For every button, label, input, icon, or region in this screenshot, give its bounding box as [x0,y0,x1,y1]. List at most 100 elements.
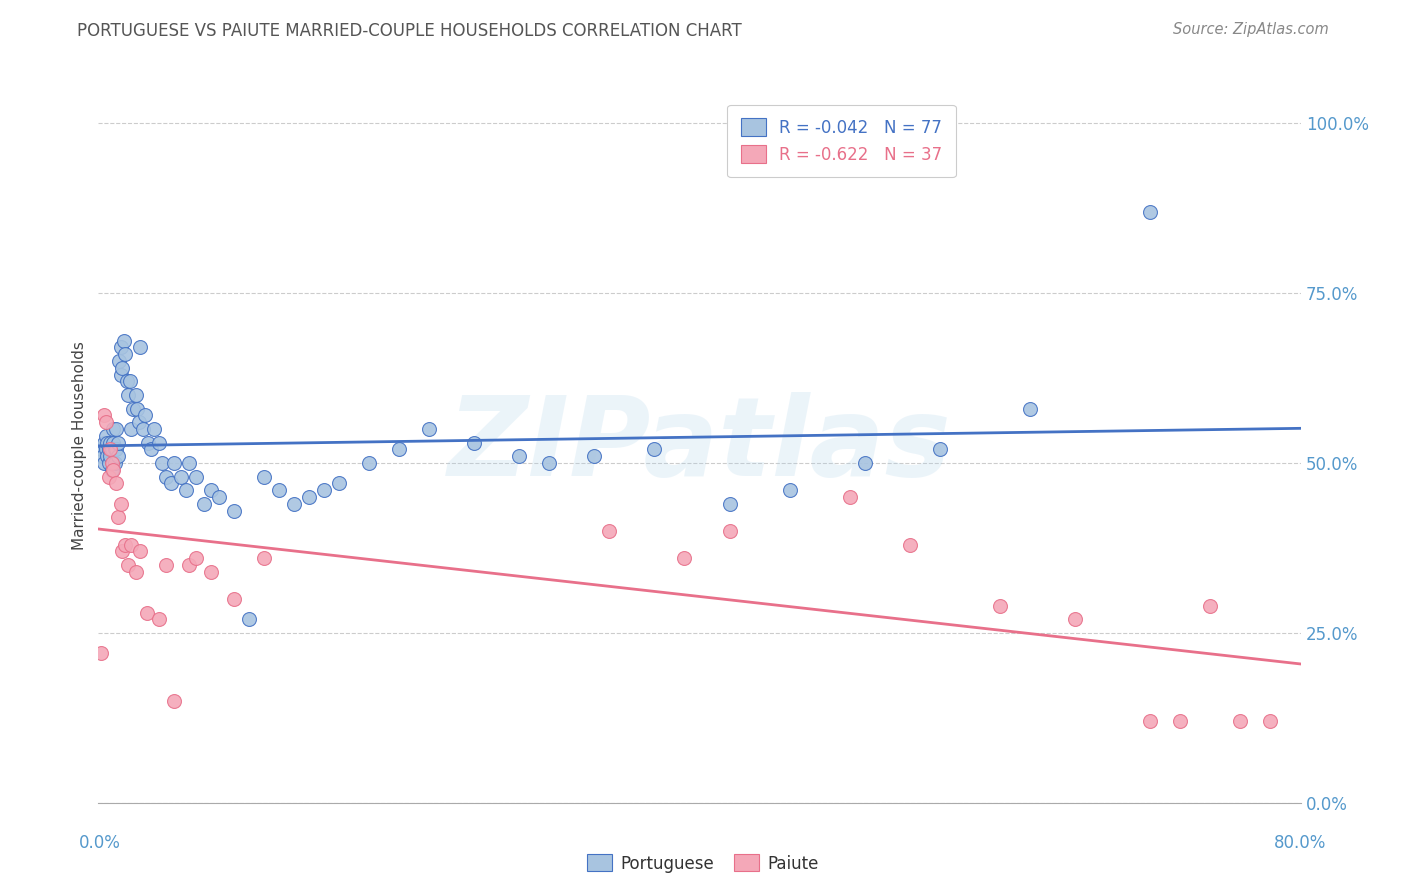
Point [125,565,148,579]
Point [93,456,115,470]
Point [1170,714,1192,729]
Point [94,429,117,443]
Point [111,544,134,558]
Point [107,435,129,450]
Point [1260,714,1282,729]
Point [222,503,245,517]
Point [159,476,181,491]
Point [122,401,145,416]
Point [1019,401,1042,416]
Point [129,544,152,558]
Point [598,524,620,538]
Point [105,442,128,457]
Point [117,558,139,572]
Point [162,694,184,708]
Point [853,456,876,470]
Point [105,476,128,491]
Point [100,449,122,463]
Point [96,435,118,450]
Point [1229,714,1251,729]
Point [93,435,115,450]
Point [184,551,207,566]
Point [298,490,321,504]
Text: PORTUGUESE VS PAIUTE MARRIED-COUPLE HOUSEHOLDS CORRELATION CHART: PORTUGUESE VS PAIUTE MARRIED-COUPLE HOUS… [77,22,742,40]
Point [114,347,136,361]
Point [143,422,166,436]
Text: 0.0%: 0.0% [79,834,121,852]
Point [125,388,148,402]
Point [200,483,222,498]
Point [253,551,276,566]
Point [177,558,200,572]
Point [117,388,139,402]
Legend: Portuguese, Paiute: Portuguese, Paiute [581,847,825,880]
Point [90,646,112,660]
Point [643,442,665,457]
Point [170,469,193,483]
Point [94,442,117,457]
Point [127,401,149,416]
Point [100,442,122,457]
Point [115,375,138,389]
Point [129,341,152,355]
Point [174,483,197,498]
Point [103,456,125,470]
Point [929,442,952,457]
Point [150,456,173,470]
Point [132,422,155,436]
Point [1199,599,1222,613]
Legend: R = -0.042   N = 77, R = -0.622   N = 37: R = -0.042 N = 77, R = -0.622 N = 37 [727,104,956,177]
Point [104,442,127,457]
Point [208,490,231,504]
Point [107,510,129,524]
Point [1139,714,1161,729]
Point [96,449,118,463]
Point [112,334,135,348]
Point [538,456,561,470]
Point [105,422,128,436]
Point [328,476,350,491]
Point [110,368,132,382]
Text: Source: ZipAtlas.com: Source: ZipAtlas.com [1173,22,1329,37]
Point [139,442,162,457]
Point [110,497,132,511]
Point [128,415,150,429]
Point [673,551,696,566]
Point [101,463,124,477]
Point [111,360,134,375]
Point [97,456,120,470]
Point [184,469,207,483]
Point [155,469,177,483]
Point [90,442,112,457]
Point [222,591,245,606]
Point [107,449,129,463]
Y-axis label: Married-couple Households: Married-couple Households [72,342,87,550]
Point [110,341,132,355]
Point [103,435,125,450]
Point [104,456,127,470]
Point [94,415,117,429]
Point [1139,204,1161,219]
Point [1064,612,1087,626]
Point [838,490,860,504]
Point [136,435,159,450]
Point [283,497,305,511]
Point [155,558,177,572]
Point [988,599,1011,613]
Point [779,483,801,498]
Point [93,409,115,423]
Point [253,469,276,483]
Point [135,606,157,620]
Point [200,565,222,579]
Point [91,449,114,463]
Point [357,456,380,470]
Point [418,422,440,436]
Point [97,469,120,483]
Point [267,483,290,498]
Text: 80.0%: 80.0% [1274,834,1327,852]
Point [718,497,741,511]
Point [898,537,921,551]
Point [100,435,122,450]
Point [388,442,411,457]
Point [177,456,200,470]
